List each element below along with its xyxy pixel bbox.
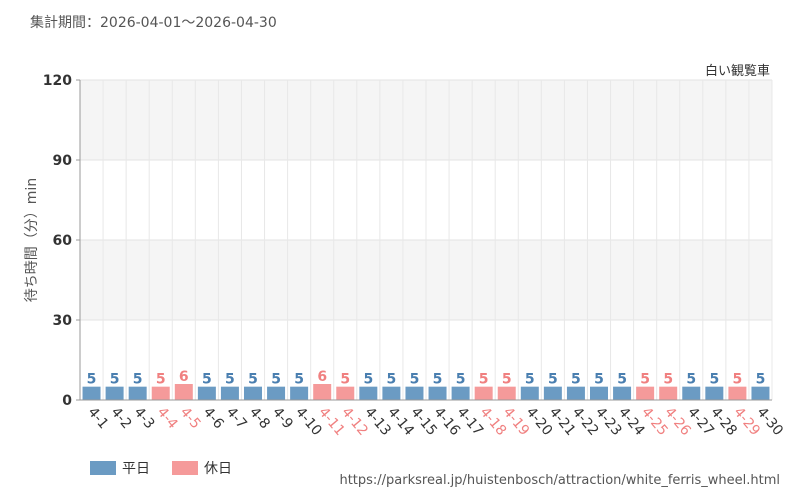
bar	[290, 386, 309, 400]
y-tick-labels: 0 30 60 90 120	[43, 73, 80, 409]
period-label: 集計期間：2026-04-01～2026-04-30	[30, 15, 277, 31]
bars	[82, 384, 770, 400]
bar-value-label: 5	[225, 372, 235, 388]
bar-value-label: 5	[479, 372, 489, 388]
bar	[336, 386, 355, 400]
bar-value-label: 5	[248, 372, 258, 388]
bar	[405, 386, 424, 400]
bar	[128, 386, 147, 400]
bar-value-label: 6	[179, 369, 189, 385]
bar-value-label: 5	[133, 372, 143, 388]
grid-lines	[79, 79, 773, 401]
bar	[751, 386, 770, 400]
legend-label-holiday: 休日	[204, 461, 232, 477]
bar-value-label: 5	[571, 372, 581, 388]
bar	[474, 386, 493, 400]
bar-value-label: 5	[594, 372, 604, 388]
bar	[728, 386, 747, 400]
bar-value-label: 5	[502, 372, 512, 388]
bar	[590, 386, 608, 400]
bar-value-label: 5	[617, 372, 627, 388]
bar-value-label: 5	[410, 372, 420, 388]
bar-value-label: 5	[340, 372, 350, 388]
bar-value-label: 5	[640, 372, 650, 388]
x-tick-label: 4-1	[84, 404, 111, 432]
bar-value-label: 5	[456, 372, 466, 388]
bar-value-label: 5	[525, 372, 535, 388]
bar	[428, 386, 447, 400]
bar	[197, 386, 216, 400]
bar-value-label: 5	[733, 372, 743, 388]
bar	[359, 386, 378, 400]
bar-value-label: 5	[433, 372, 443, 388]
legend-swatch-holiday	[172, 461, 198, 475]
x-tick-label: 4-2	[108, 404, 135, 432]
bar	[520, 386, 539, 400]
bar-value-label: 5	[686, 372, 696, 388]
bar-value-label: 5	[87, 372, 97, 388]
bar	[451, 386, 470, 400]
y-tick-label: 0	[62, 393, 72, 409]
bar-value-label: 5	[271, 372, 281, 388]
bar	[151, 386, 170, 400]
attraction-name: 白い観覧車	[704, 64, 770, 79]
y-tick-label: 30	[53, 313, 73, 329]
bar	[566, 386, 585, 400]
x-tick-label: 4-5	[177, 404, 204, 432]
bar	[705, 386, 724, 400]
bar	[682, 386, 701, 400]
bar	[613, 386, 632, 400]
x-tick-label: 4-6	[200, 404, 227, 432]
bar	[174, 384, 193, 400]
x-tick-label: 4-4	[154, 404, 181, 432]
legend-item-weekday: 平日	[90, 458, 150, 478]
x-tick-labels: 4-14-24-34-44-54-64-74-84-94-104-114-124…	[84, 404, 786, 439]
bar	[497, 386, 516, 400]
x-tick-label: 4-8	[246, 404, 273, 432]
legend-label-weekday: 平日	[122, 461, 150, 477]
bar	[313, 384, 332, 400]
x-tick-label: 4-7	[223, 404, 250, 432]
bar	[543, 386, 562, 400]
bar-value-label: 6	[317, 369, 327, 385]
y-tick-label: 120	[43, 73, 72, 89]
bar-value-label: 5	[709, 372, 719, 388]
x-tick-label: 4-9	[269, 404, 296, 432]
bar	[636, 386, 655, 400]
bar	[82, 386, 101, 400]
bar-value-label: 5	[548, 372, 558, 388]
bar-value-label: 5	[294, 372, 304, 388]
legend-swatch-weekday	[90, 461, 116, 475]
bar-value-label: 5	[110, 372, 120, 388]
x-tick-label: 4-3	[131, 404, 158, 432]
bar	[244, 386, 262, 400]
bar	[267, 386, 286, 400]
legend: 平日 休日	[90, 458, 232, 478]
bar	[105, 386, 124, 400]
bar-value-label: 5	[202, 372, 212, 388]
y-tick-label: 90	[53, 153, 73, 169]
source-url: https://parksreal.jp/huistenbosch/attrac…	[339, 473, 780, 488]
bar	[659, 386, 678, 400]
bar-value-label: 5	[156, 372, 166, 388]
bar-value-label: 5	[663, 372, 673, 388]
bar	[382, 386, 401, 400]
bar	[220, 386, 239, 400]
bar-value-label: 5	[756, 372, 766, 388]
bar-value-label: 5	[363, 372, 373, 388]
bar-value-label: 5	[387, 372, 397, 388]
y-axis-label: 待ち時間（分）min	[24, 178, 40, 302]
y-tick-label: 60	[53, 233, 73, 249]
legend-item-holiday: 休日	[172, 458, 232, 478]
